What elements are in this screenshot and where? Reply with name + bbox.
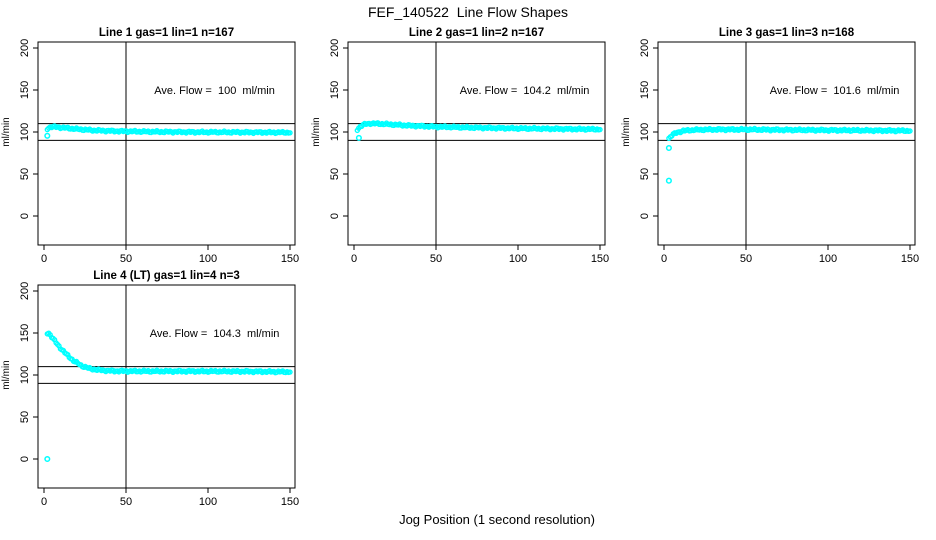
x-tick-label: 100: [199, 496, 217, 508]
y-tick-label: 200: [639, 39, 651, 57]
x-tick-label: 50: [120, 496, 132, 508]
y-tick-label: 100: [19, 123, 31, 141]
x-tick-label: 0: [661, 253, 667, 265]
x-tick-label: 50: [740, 253, 752, 265]
panel-title: Line 4 (LT) gas=1 lin=4 n=3: [93, 270, 239, 282]
data-point: [287, 130, 293, 136]
plot-area: Line 1 gas=1 lin=1 n=167 0 50 100 150 0 50 100 1…: [1, 27, 299, 265]
figure-title: FEF_140522 Line Flow Shapes: [367, 4, 568, 20]
x-tick-label: 100: [509, 253, 527, 265]
data-points: [665, 125, 913, 184]
x-tick-label: 0: [351, 253, 357, 265]
y-tick-label: 150: [639, 81, 651, 99]
data-point: [597, 126, 603, 133]
y-tick-label: 50: [19, 168, 31, 180]
x-tick-label: 50: [430, 253, 442, 265]
y-tick-label: 200: [329, 39, 341, 57]
outlier-point: [665, 177, 672, 184]
outlier-point: [355, 134, 362, 141]
y-tick-label: 100: [329, 123, 341, 141]
x-tick-label: 150: [591, 253, 609, 265]
x-axis-title: Jog Position (1 second resolution): [399, 512, 595, 527]
panel-line-1: Line 1 gas=1 lin=1 n=167 0 50 100 150 0 50 100 1…: [0, 24, 312, 281]
y-tick-label: 50: [329, 168, 341, 180]
y-tick-label: 50: [19, 411, 31, 423]
y-tick-label: 0: [639, 213, 651, 219]
y-axis-label: ml/min: [621, 117, 632, 146]
outlier-point: [44, 455, 51, 463]
y-tick-label: 100: [639, 123, 651, 141]
outlier-point: [44, 132, 51, 139]
y-tick-label: 50: [639, 168, 651, 180]
x-tick-label: 150: [281, 253, 299, 265]
plot-box: [37, 284, 296, 489]
y-axis-label: ml/min: [311, 117, 322, 146]
data-points: [44, 123, 293, 139]
x-tick-label: 0: [41, 496, 47, 508]
x-tick-label: 50: [120, 253, 132, 265]
y-tick-label: 150: [19, 81, 31, 99]
plot-area: Line 4 (LT) gas=1 lin=4 n=3 0 50 100 150 0 50 1…: [1, 270, 299, 508]
ave-flow-annotation: Ave. Flow = 100 ml/min: [154, 85, 275, 97]
y-tick-label: 0: [329, 213, 341, 219]
ave-flow-annotation: Ave. Flow = 101.6 ml/min: [770, 85, 900, 97]
panel-line-3: Line 3 gas=1 lin=3 n=168 0 50 100 150 0 50 100 1…: [620, 24, 932, 281]
ave-flow-annotation: Ave. Flow = 104.2 ml/min: [460, 85, 590, 97]
outlier-point: [665, 144, 672, 152]
y-tick-label: 0: [19, 456, 31, 462]
x-tick-label: 100: [819, 253, 837, 265]
data-points: [44, 330, 293, 463]
plot-area: Line 2 gas=1 lin=2 n=167 0 50 100 150 0 50 100 1…: [311, 27, 609, 265]
panel-line-2: Line 2 gas=1 lin=2 n=167 0 50 100 150 0 50 100 1…: [310, 24, 622, 281]
y-tick-label: 150: [329, 81, 341, 99]
x-tick-label: 150: [901, 253, 919, 265]
plot-box: [347, 41, 606, 246]
x-tick-label: 150: [281, 496, 299, 508]
y-tick-label: 200: [19, 282, 31, 300]
y-tick-label: 100: [19, 366, 31, 384]
data-points: [354, 120, 603, 141]
panel-title: Line 1 gas=1 lin=1 n=167: [99, 27, 234, 39]
plot-area: Line 3 gas=1 lin=3 n=168 0 50 100 150 0 50 100 1…: [621, 27, 919, 265]
plot-box: [37, 41, 296, 246]
data-point: [907, 128, 913, 134]
y-tick-label: 0: [19, 213, 31, 219]
x-tick-label: 100: [199, 253, 217, 265]
panel-title: Line 3 gas=1 lin=3 n=168: [719, 27, 855, 39]
panel-line-4: Line 4 (LT) gas=1 lin=4 n=3 0 50 100 150 0 50 1…: [0, 267, 312, 524]
x-tick-label: 0: [41, 253, 47, 265]
y-tick-label: 150: [19, 324, 31, 342]
panel-title: Line 2 gas=1 lin=2 n=167: [409, 27, 544, 39]
data-point: [287, 369, 293, 375]
y-tick-label: 200: [19, 39, 31, 57]
plot-box: [657, 41, 916, 246]
y-axis-label: ml/min: [1, 117, 12, 146]
ave-flow-annotation: Ave. Flow = 104.3 ml/min: [150, 328, 280, 340]
y-axis-label: ml/min: [1, 360, 12, 389]
